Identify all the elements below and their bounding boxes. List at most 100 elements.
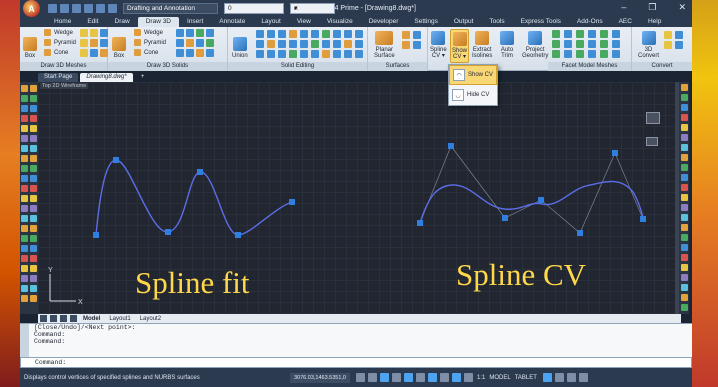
fit-point[interactable] bbox=[113, 157, 119, 163]
patch-surface-icon[interactable] bbox=[402, 41, 410, 49]
fit-point[interactable] bbox=[165, 229, 171, 235]
circle-icon[interactable] bbox=[30, 285, 37, 292]
ray-icon[interactable] bbox=[30, 145, 37, 152]
convert-options-icon[interactable] bbox=[675, 41, 683, 49]
mesh-box-icon[interactable] bbox=[552, 30, 560, 38]
revcloud-icon[interactable] bbox=[30, 175, 37, 182]
3d-convert-button[interactable]: 3D Convert bbox=[638, 31, 659, 59]
control-vertex[interactable] bbox=[577, 230, 583, 236]
sphere-icon[interactable] bbox=[80, 29, 88, 37]
revolve-icon[interactable] bbox=[176, 39, 184, 47]
mirror-3d-icon[interactable] bbox=[311, 50, 319, 58]
separate-icon[interactable] bbox=[300, 40, 308, 48]
tool-palette-icon[interactable] bbox=[680, 284, 688, 291]
visual-style-icon[interactable] bbox=[680, 214, 688, 221]
scale-label[interactable]: 1:1 bbox=[477, 374, 486, 381]
annotation-scale-icon[interactable] bbox=[380, 373, 389, 382]
extrude-face-icon[interactable] bbox=[311, 30, 319, 38]
grid-icon[interactable] bbox=[368, 373, 377, 382]
uncrease-icon[interactable] bbox=[612, 40, 620, 48]
extrude-icon[interactable] bbox=[206, 29, 214, 37]
mesh-icon[interactable] bbox=[100, 39, 108, 47]
mesh-cylinder-icon[interactable] bbox=[576, 30, 584, 38]
clean-icon[interactable] bbox=[322, 40, 330, 48]
union-button[interactable]: Union bbox=[232, 37, 248, 59]
solid-cone-button[interactable]: Cone bbox=[134, 49, 158, 56]
xline-icon[interactable] bbox=[21, 265, 28, 272]
merge-face-icon[interactable] bbox=[564, 50, 572, 58]
sun-icon[interactable] bbox=[680, 184, 688, 191]
redo-icon[interactable] bbox=[108, 4, 117, 13]
control-vertex[interactable] bbox=[417, 220, 423, 226]
planar-surface-button[interactable]: Planar Surface bbox=[374, 31, 395, 59]
drawing-canvas[interactable]: Top 2D Wireframe Spline fit Spline CV Y … bbox=[38, 82, 675, 314]
tab-annotate[interactable]: Annotate bbox=[219, 18, 246, 25]
mesh-cone-icon[interactable] bbox=[564, 30, 572, 38]
fit-point[interactable] bbox=[197, 169, 203, 175]
dimension-icon[interactable] bbox=[30, 85, 37, 92]
mesh-torus-icon[interactable] bbox=[552, 40, 560, 48]
offset-face-icon[interactable] bbox=[333, 30, 341, 38]
lights-icon[interactable] bbox=[680, 164, 688, 171]
control-vertex[interactable] bbox=[448, 143, 454, 149]
color-dropdown[interactable]: ■ bbox=[290, 3, 335, 14]
solid-wedge-button[interactable]: Wedge bbox=[134, 29, 163, 36]
insert-icon[interactable] bbox=[30, 105, 37, 112]
fit-point[interactable] bbox=[289, 199, 295, 205]
rotate-3d-icon[interactable] bbox=[322, 50, 330, 58]
slice-icon[interactable] bbox=[196, 49, 204, 57]
tab-view[interactable]: View bbox=[296, 18, 311, 25]
quick-properties-icon[interactable] bbox=[464, 373, 473, 382]
print-icon[interactable] bbox=[84, 4, 93, 13]
revcloud-icon[interactable] bbox=[21, 225, 28, 232]
mtext-icon[interactable] bbox=[30, 95, 37, 102]
next-tab-icon[interactable] bbox=[60, 315, 67, 322]
rotate-face-icon[interactable] bbox=[355, 30, 363, 38]
shell-icon[interactable] bbox=[311, 40, 319, 48]
spline-cv-curve[interactable] bbox=[419, 180, 644, 224]
control-vertex[interactable] bbox=[502, 215, 508, 221]
mesh-pyramid-button[interactable]: Pyramid bbox=[44, 39, 76, 46]
extract-isolines-button[interactable]: Extract Isolines bbox=[472, 31, 492, 59]
command-grip[interactable] bbox=[20, 324, 29, 358]
scale-3d-icon[interactable] bbox=[355, 50, 363, 58]
cylinder-icon[interactable] bbox=[90, 29, 98, 37]
snap-icon[interactable] bbox=[356, 373, 365, 382]
tab-layout1[interactable]: Layout1 bbox=[109, 315, 131, 322]
tab-insert[interactable]: Insert bbox=[187, 18, 204, 25]
split-face-icon[interactable] bbox=[552, 50, 560, 58]
open-icon[interactable] bbox=[60, 4, 69, 13]
convert-to-solid-icon[interactable] bbox=[664, 31, 672, 39]
etrack-icon[interactable] bbox=[428, 373, 437, 382]
dome-icon[interactable] bbox=[90, 39, 98, 47]
workspace-dropdown[interactable]: Drafting and Annotation bbox=[123, 3, 218, 14]
spline-icon[interactable] bbox=[30, 245, 37, 252]
helix-icon[interactable] bbox=[176, 49, 184, 57]
refine-mesh-icon[interactable] bbox=[588, 40, 596, 48]
walk-icon[interactable] bbox=[680, 134, 688, 141]
spline-icon[interactable] bbox=[21, 155, 28, 162]
mesh-wedge-button[interactable]: Wedge bbox=[44, 29, 73, 36]
control-vertex[interactable] bbox=[640, 216, 646, 222]
ellipse-icon[interactable] bbox=[21, 145, 28, 152]
properties-icon[interactable] bbox=[680, 264, 688, 271]
tab-layout[interactable]: Layout bbox=[261, 18, 281, 25]
maximize-button[interactable]: ❐ bbox=[648, 2, 657, 12]
smooth-more-icon[interactable] bbox=[564, 40, 572, 48]
imprint-icon[interactable] bbox=[289, 40, 297, 48]
dynamic-input-icon[interactable] bbox=[452, 373, 461, 382]
spin-edge-icon[interactable] bbox=[600, 50, 608, 58]
rectangle-icon[interactable] bbox=[21, 125, 28, 132]
color-edge-icon[interactable] bbox=[355, 40, 363, 48]
lock-icon[interactable] bbox=[554, 373, 564, 382]
design-center-icon[interactable] bbox=[680, 274, 688, 281]
new-icon[interactable] bbox=[48, 4, 57, 13]
polygon-icon[interactable] bbox=[30, 265, 37, 272]
convert-surface-icon[interactable] bbox=[278, 50, 286, 58]
text-icon[interactable] bbox=[30, 225, 37, 232]
thicken-icon[interactable] bbox=[256, 50, 264, 58]
tab-developer[interactable]: Developer bbox=[368, 18, 399, 25]
sheet-set-icon[interactable] bbox=[680, 294, 688, 301]
convert-to-surface-icon[interactable] bbox=[675, 31, 683, 39]
first-tab-icon[interactable] bbox=[40, 315, 47, 322]
